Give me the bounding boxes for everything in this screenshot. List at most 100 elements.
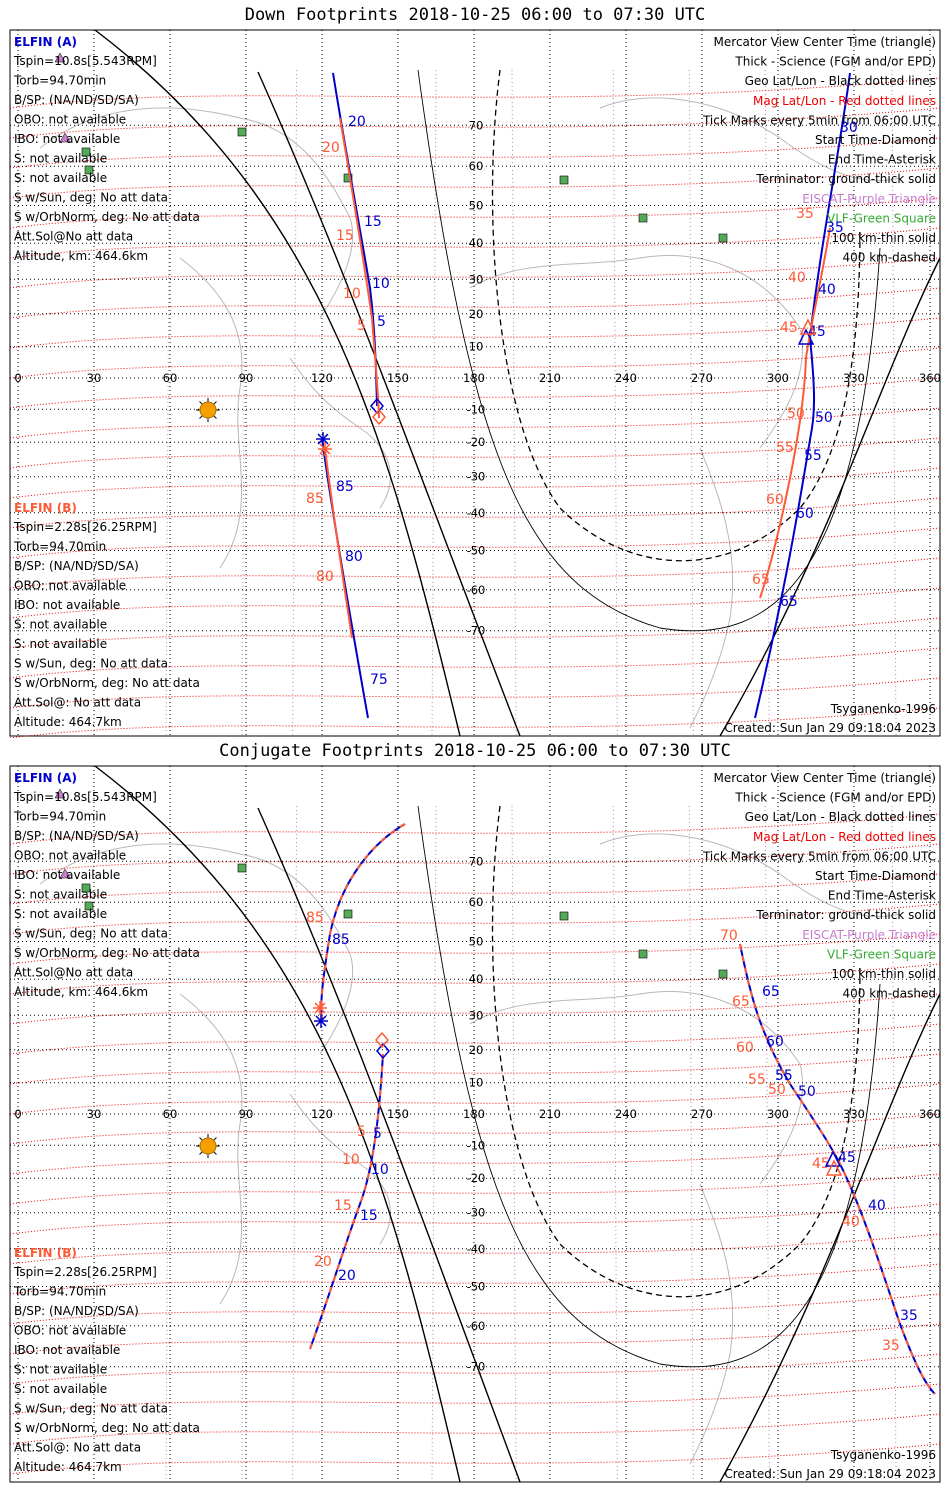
lon-tick-label: 150 — [387, 1107, 409, 1121]
end-asterisk-b — [313, 1001, 327, 1015]
track-b-time-label: 15 — [336, 228, 354, 244]
lat-tick-label: 50 — [469, 935, 484, 949]
mag-lat-line — [9, 873, 941, 905]
elfin-b-info-line: S w/Sun, deg: No att data — [14, 1402, 168, 1416]
lon-tick-label: 60 — [163, 1107, 178, 1121]
start-diamond-a — [376, 1042, 390, 1060]
terminator-ground-east — [719, 993, 941, 1483]
mag-lat-line — [9, 1113, 941, 1145]
coastline — [599, 97, 901, 182]
mag-lat-line — [9, 963, 941, 995]
model-label: Tsyganenko-1996 — [830, 702, 936, 716]
elfin-b-header: ELFIN (B) — [14, 501, 77, 515]
map-conjugate: 0 30 60 90 120 150 180 210 240 270 300 330 360706050… — [9, 765, 941, 1483]
mag-lat-line — [9, 1053, 941, 1085]
coastline — [689, 447, 734, 729]
coastline — [469, 255, 804, 449]
vlf-square — [84, 165, 94, 175]
center-triangle-b — [799, 318, 817, 335]
track-a-time-label: 15 — [364, 214, 382, 230]
mag-lat-line — [9, 933, 941, 965]
vlf-square — [84, 901, 94, 911]
lon-tick-label: 210 — [539, 1107, 561, 1121]
lon-tick-label: 270 — [691, 371, 713, 385]
mag-lat-line — [9, 1083, 941, 1115]
mag-lat-line — [9, 813, 941, 845]
legend-entry: Mag Lat/Lon - Red dotted lines — [753, 830, 936, 844]
eiscat-meridian — [431, 805, 437, 1483]
map-frame — [9, 765, 941, 1483]
elfin-a-info-line: IBO: not available — [14, 868, 120, 882]
mag-lat-line — [9, 347, 941, 379]
mag-lat-line — [9, 197, 941, 229]
track-a-time-label: 85 — [336, 479, 354, 495]
track-a-time-label: 35 — [826, 220, 844, 236]
mag-lat-line — [9, 377, 941, 409]
lon-tick-label: 30 — [87, 371, 102, 385]
lat-tick-label: -20 — [467, 435, 486, 449]
lat-tick-label: -40 — [467, 1242, 486, 1256]
track-b-time-label: 50 — [768, 1082, 786, 1098]
track-b-time-label: 65 — [752, 572, 770, 588]
elfin-a-header: ELFIN (A) — [14, 35, 77, 49]
terminator-400km — [491, 69, 861, 562]
eiscat-meridian — [688, 805, 694, 1483]
elfin-a-info-line: S w/OrbNorm, deg: No att data — [14, 210, 200, 224]
lat-tick-label: 10 — [469, 1076, 484, 1090]
legend-entry: 100 km-thin solid — [831, 231, 936, 245]
track-a-time-label: 40 — [868, 1198, 886, 1214]
vlf-square — [237, 863, 247, 873]
elfin-b-info-line: Tspin=2.28s[26.25RPM] — [13, 1265, 157, 1279]
elfin-a-info-line: Altitude, km: 464.6km — [14, 985, 148, 999]
track-a-time-label: 10 — [371, 1162, 389, 1178]
track-a-time-label: 85 — [332, 932, 350, 948]
legend-entry: VLF-Green Square — [827, 947, 936, 961]
track-a-time-label: 55 — [804, 448, 822, 464]
lon-tick-label: 360 — [919, 1107, 941, 1121]
lon-tick-label: 270 — [691, 1107, 713, 1121]
track-a-time-label: 80 — [345, 549, 363, 565]
lat-tick-label: 20 — [469, 307, 484, 321]
mag-lat-line — [9, 1443, 941, 1475]
lat-tick-label: 40 — [469, 972, 484, 986]
mag-lat-line — [9, 497, 941, 529]
legend-entry: 400 km-dashed — [842, 987, 936, 1001]
elfin-b-info-line: Altitude: 464.7km — [14, 715, 122, 729]
mag-lat-line — [9, 1353, 941, 1385]
legend-entry: End Time-Asterisk — [828, 889, 936, 903]
track-elfin-a-mid-b — [309, 1053, 384, 1350]
center-triangle-a — [824, 1150, 842, 1167]
elfin-a-info-line: Altitude, km: 464.6km — [14, 249, 148, 263]
lon-tick-label: 0 — [14, 1107, 21, 1121]
track-b-time-label: 70 — [720, 928, 738, 944]
mag-lat-line — [9, 1263, 941, 1295]
elfin-b-info-line: OBO: not available — [14, 579, 126, 593]
elfin-a-info-line: Torb=94.70min — [13, 74, 106, 88]
legend-entry: Thick - Science (FGM and/or EPD) — [734, 791, 936, 805]
track-a-time-label: 60 — [796, 506, 814, 522]
elfin-a-info-line: S: not available — [14, 171, 107, 185]
created-label: Created: Sun Jan 29 09:18:04 2023 — [724, 1467, 936, 1481]
legend-entry: Mercator View Center Time (triangle) — [714, 35, 936, 49]
map-down: 0 30 60 90 120 150 180 210 240 270 300 330 360706050… — [9, 29, 941, 738]
center-triangle-b — [825, 1159, 843, 1176]
track-b-time-label: 65 — [732, 994, 750, 1010]
elfin-b-info-line: Att.Sol@: No att data — [14, 696, 141, 710]
mag-lat-line — [9, 1023, 941, 1055]
lat-tick-label: 40 — [469, 236, 484, 250]
created-label: Created: Sun Jan 29 09:18:04 2023 — [724, 721, 936, 735]
mag-lat-line — [9, 707, 941, 738]
elfin-a-info-line: S w/OrbNorm, deg: No att data — [14, 946, 200, 960]
elfin-b-header: ELFIN (B) — [14, 1246, 77, 1260]
eiscat-meridian — [764, 805, 770, 1483]
eiscat-triangle — [54, 788, 66, 799]
elfin-a-info-line: OBO: not available — [14, 113, 126, 127]
track-b-time-label: 5 — [357, 318, 366, 334]
legend-entry: Thick - Science (FGM and/or EPD) — [734, 55, 936, 69]
sun-icon — [196, 398, 220, 422]
vlf-square — [81, 147, 91, 157]
legend-entry: Geo Lat/Lon - Black dotted lines — [745, 74, 936, 88]
elfin-a-info-line: Torb=94.70min — [13, 810, 106, 824]
eiscat-meridian — [511, 805, 517, 1483]
vlf-square — [343, 909, 353, 919]
